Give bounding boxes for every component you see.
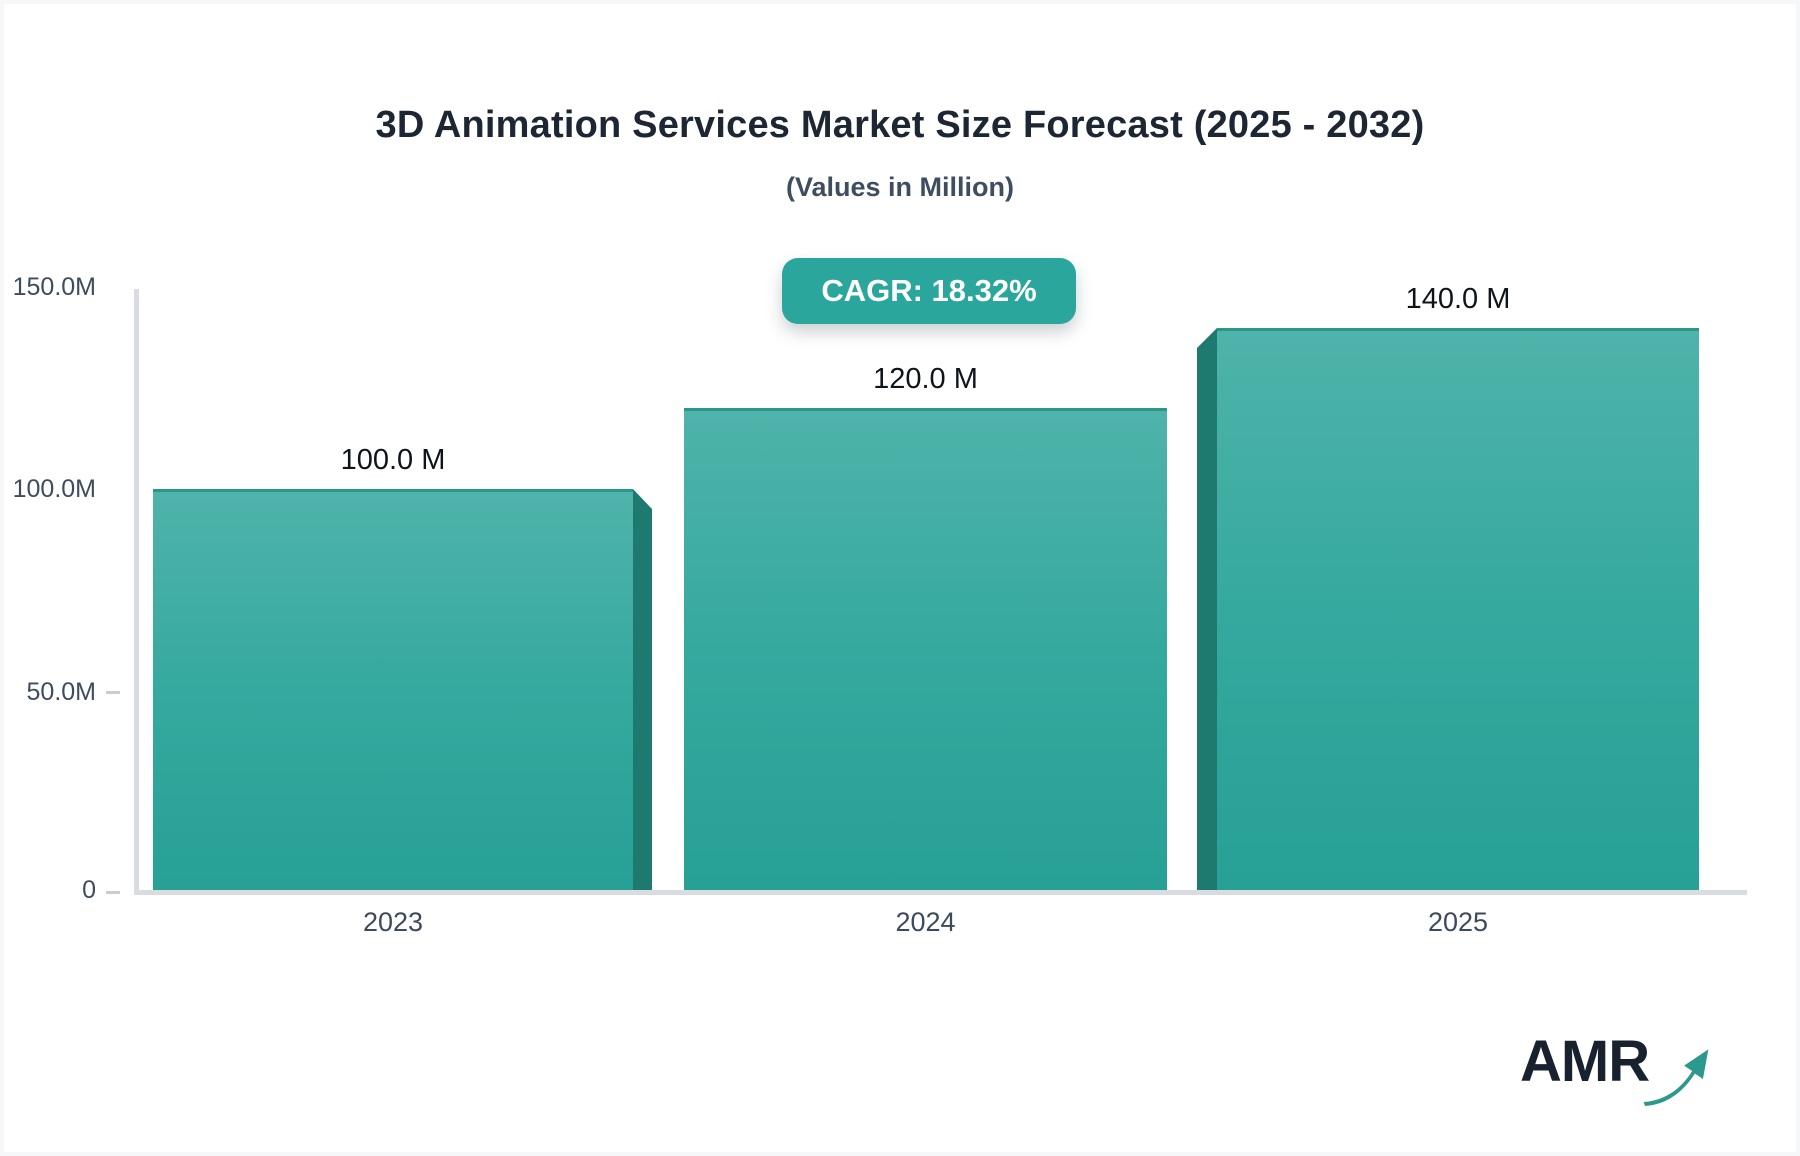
x-axis-label-2024: 2024 [895,907,956,937]
y-tick-mark-0 [106,891,120,894]
chart-title: 3D Animation Services Market Size Foreca… [375,104,1425,146]
cagr-badge: CAGR: 18.32% [782,258,1076,324]
y-tick-label-50m: 50.0M [26,678,96,706]
bar-value-label-2024: 120.0 M [873,363,978,395]
x-axis-label-2023: 2023 [362,907,424,937]
bar-value-label-2025: 140.0 M [1405,283,1511,315]
bar-3d-side-2023 [633,489,652,892]
bar-2024 [684,408,1167,892]
bar-3d-side-2025 [1197,328,1217,892]
x-axis-baseline [134,890,1747,895]
y-tick-mark-50m [106,691,120,694]
y-tick-label-0: 0 [82,876,96,904]
amr-logo: AMR [1520,1028,1760,1118]
amr-logo-text: AMR [1520,1029,1650,1094]
y-tick-label-150m: 150.0M [12,273,96,301]
y-tick-label-100m: 100.0M [12,475,96,503]
growth-arrow-icon [1643,1049,1709,1106]
bar-value-label-2023: 100.0 M [340,444,446,476]
x-axis-label-2025: 2025 [1427,907,1489,937]
bar-2023 [153,489,633,892]
chart-subtitle: (Values in Million) [785,172,1015,202]
bar-2025 [1217,328,1699,892]
y-axis-line [134,289,139,890]
